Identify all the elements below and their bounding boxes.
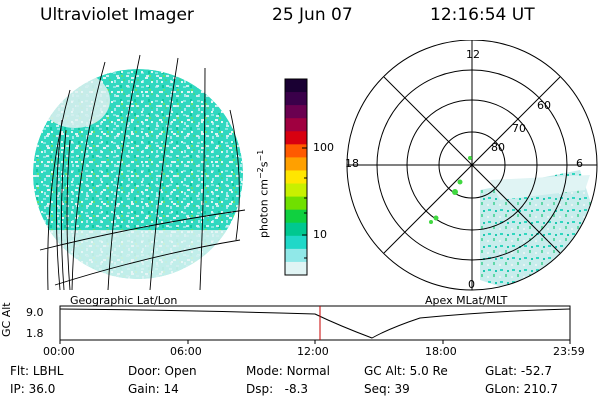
colorbar-tick-100: 100 bbox=[313, 141, 334, 154]
colorbar-band bbox=[285, 222, 307, 237]
altitude-x-ticks bbox=[59, 340, 571, 344]
date-label: 25 Jun 07 bbox=[272, 5, 353, 25]
mlat-label-60: 60 bbox=[537, 99, 551, 112]
polar-plot bbox=[346, 40, 598, 291]
geographic-grid bbox=[39, 54, 246, 291]
colorbar-band bbox=[285, 235, 307, 250]
polar-grid bbox=[346, 40, 598, 291]
xtick-0000: 00:00 bbox=[43, 345, 75, 358]
colorbar-band bbox=[285, 144, 307, 158]
ip-field: IP: 36.0 bbox=[10, 382, 56, 396]
colorbar-band bbox=[285, 92, 307, 106]
glon-field: GLon: 210.7 bbox=[485, 382, 558, 396]
dsp-field: Dsp: -8.3 bbox=[246, 382, 309, 396]
xtick-0600: 06:00 bbox=[170, 345, 202, 358]
altitude-ytick-1.8: 1.8 bbox=[26, 327, 44, 340]
altitude-ylabel: GC Alt bbox=[0, 302, 13, 337]
apex-caption: Apex MLat/MLT bbox=[425, 294, 508, 307]
colorbar-band bbox=[285, 196, 307, 211]
gain-field: Gain: 14 bbox=[128, 382, 179, 396]
filter-field: Flt: LBHL bbox=[10, 364, 64, 378]
gcalt-field: GC Alt: 5.0 Re bbox=[364, 364, 448, 378]
time-label: 12:16:54 UT bbox=[430, 5, 535, 25]
instrument-title: Ultraviolet Imager bbox=[40, 5, 194, 25]
mlt-label-6: 6 bbox=[576, 157, 583, 170]
colorbar-band bbox=[285, 209, 307, 224]
colorbar-unit-label: photon cm−2s−1 bbox=[256, 149, 271, 238]
colorbar bbox=[284, 78, 308, 276]
altitude-ytick-9: 9.0 bbox=[26, 306, 44, 319]
data-points bbox=[429, 156, 472, 224]
colorbar-band bbox=[285, 79, 307, 93]
mlt-label-0: 0 bbox=[468, 278, 475, 291]
mlt-label-18: 18 bbox=[345, 157, 359, 170]
auroral-oval-data bbox=[480, 170, 597, 290]
uv-intensity-disk bbox=[33, 69, 243, 279]
xtick-2359: 23:59 bbox=[553, 345, 585, 358]
colorbar-band bbox=[285, 248, 307, 263]
colorbar-band bbox=[285, 183, 307, 198]
seq-field: Seq: 39 bbox=[364, 382, 410, 396]
colorbar-band bbox=[285, 157, 307, 171]
geographic-caption: Geographic Lat/Lon bbox=[70, 294, 178, 307]
colorbar-band bbox=[285, 105, 307, 119]
colorbar-tick-10: 10 bbox=[313, 228, 327, 241]
geographic-image bbox=[33, 54, 246, 291]
altitude-curve bbox=[59, 308, 571, 339]
mlat-label-70: 70 bbox=[512, 122, 526, 135]
colorbar-band bbox=[285, 261, 307, 276]
glat-field: GLat: -52.7 bbox=[485, 364, 552, 378]
xtick-1800: 18:00 bbox=[425, 345, 457, 358]
mlat-label-80: 80 bbox=[491, 141, 505, 154]
colorbar-band bbox=[285, 131, 307, 145]
mlt-label-12: 12 bbox=[466, 48, 480, 61]
xtick-1200: 12:00 bbox=[297, 345, 329, 358]
altitude-plot bbox=[59, 305, 571, 344]
colorbar-band bbox=[285, 170, 307, 185]
colorbar-band bbox=[285, 118, 307, 132]
door-field: Door: Open bbox=[128, 364, 197, 378]
mode-field: Mode: Normal bbox=[246, 364, 330, 378]
